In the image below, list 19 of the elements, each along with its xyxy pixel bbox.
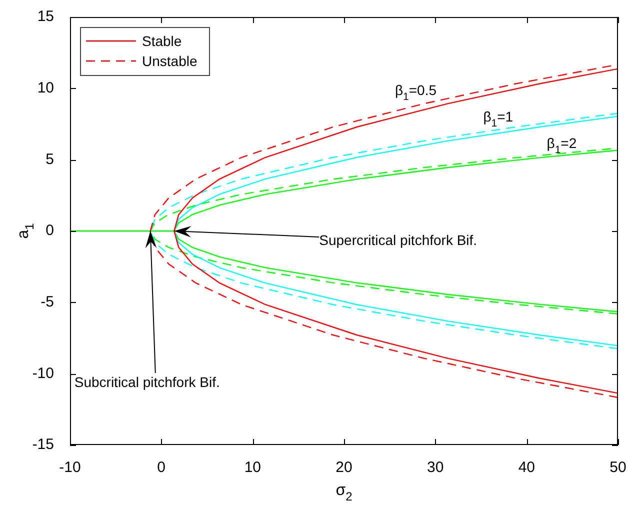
legend-label: Stable (142, 32, 182, 49)
annotation: Subcritical pitchfork Bif. (74, 374, 220, 390)
x-tick-label: 20 (336, 459, 352, 476)
x-tick-label: 50 (610, 459, 626, 476)
y-tick-label: 10 (37, 79, 54, 96)
y-tick-label: 15 (37, 8, 54, 26)
y-tick-label: -5 (40, 293, 54, 310)
x-tick-label: 30 (426, 459, 444, 476)
legend-label: Unstable (142, 52, 198, 69)
y-tick-label: 0 (46, 222, 54, 240)
y-axis-title: a1 (15, 222, 37, 239)
y-tick-label: -15 (32, 436, 54, 454)
x-tick-label: 0 (157, 459, 166, 476)
y-tick-label: -10 (32, 364, 54, 382)
y-tick-label: 5 (46, 150, 54, 168)
x-tick-label: -10 (59, 459, 81, 476)
x-tick-label: 10 (244, 459, 262, 476)
x-tick-label: 40 (518, 459, 536, 476)
annotation: Supercritical pitchfork Bif. (319, 232, 478, 248)
